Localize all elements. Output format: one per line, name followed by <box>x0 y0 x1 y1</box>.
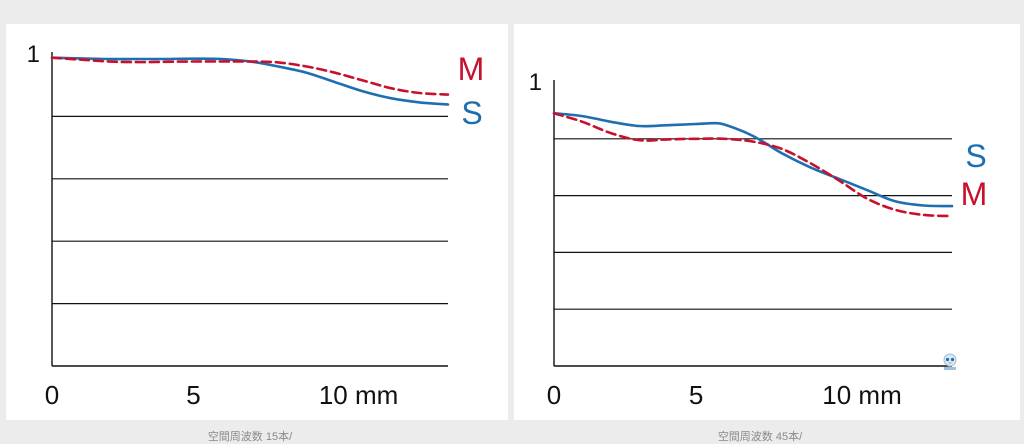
mtf-chart-right: 1 0 5 10 mm S M <box>514 24 1020 420</box>
series-line-left-m <box>50 56 450 96</box>
x-tick-label-right-2: 10 mm <box>822 380 901 410</box>
x-tick-label-right-0: 0 <box>547 380 561 410</box>
mtf-chart-left: 1 0 5 10 mm S M <box>6 24 508 420</box>
x-tick-label-left-1: 5 <box>186 380 200 410</box>
x-tick-label-left-2: 10 mm <box>319 380 398 410</box>
series-label-left-m: M <box>458 51 485 87</box>
series-label-left-s: S <box>461 95 482 131</box>
series-line-right-m <box>552 111 954 218</box>
y-tick-label-right: 1 <box>529 69 542 96</box>
owl-logo-icon <box>940 352 960 372</box>
mtf-chart-right-svg: 1 0 5 10 mm SM <box>529 69 988 410</box>
series-label-right-m: M <box>961 176 988 212</box>
x-tick-label-right-1: 5 <box>689 380 703 410</box>
series-line-left-s <box>50 56 450 106</box>
mtf-chart-left-svg: 1 0 5 10 mm SM <box>27 41 485 410</box>
series-label-right-s: S <box>965 138 986 174</box>
series-line-right-s <box>552 111 954 208</box>
x-tick-label-left-0: 0 <box>45 380 59 410</box>
caption-left: 空間周波数 15本/ <box>207 431 293 443</box>
caption-right: 空間周波数 45本/ <box>717 431 803 443</box>
y-tick-label-left: 1 <box>27 41 40 68</box>
